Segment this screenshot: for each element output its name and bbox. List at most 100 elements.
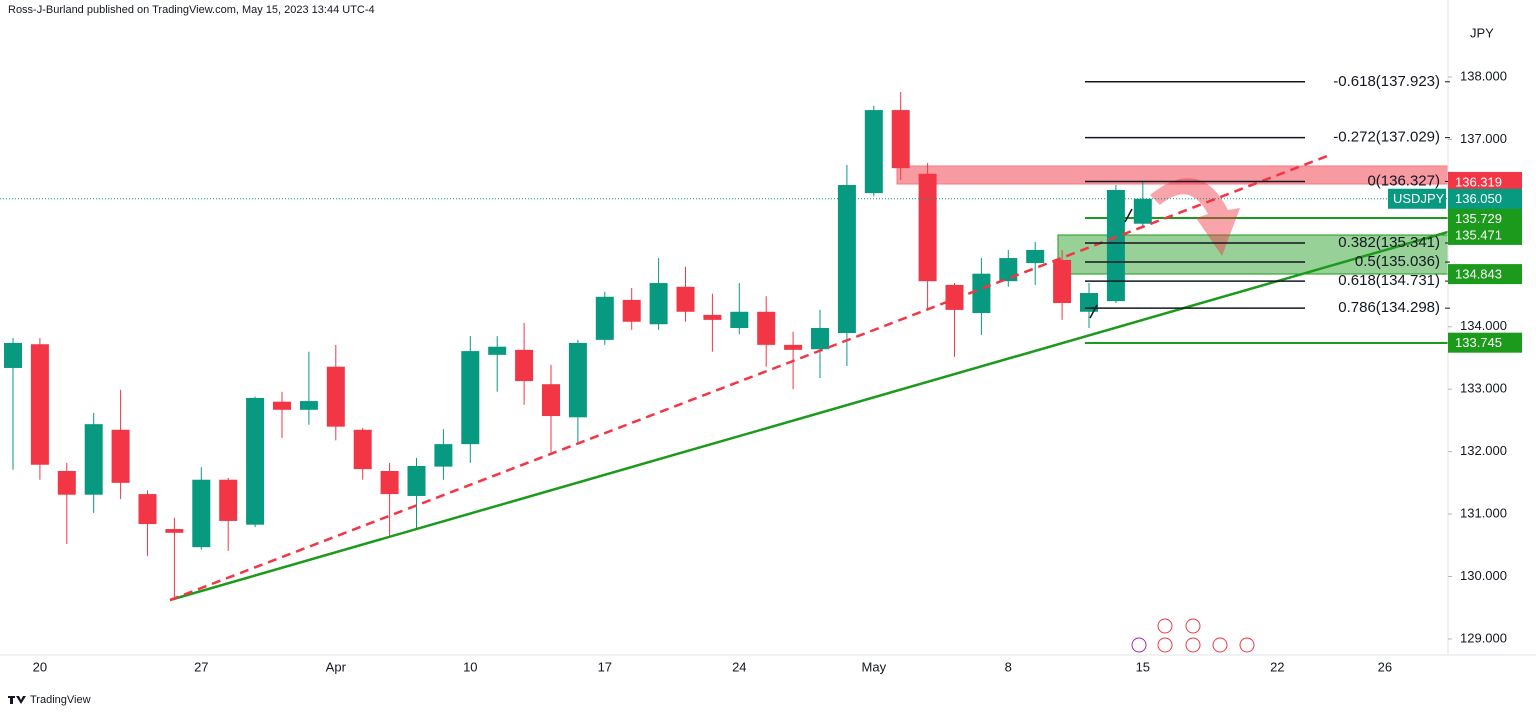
y-tick-label: 130.000 xyxy=(1460,568,1507,583)
y-tick-label: 131.000 xyxy=(1460,506,1507,521)
candle-body xyxy=(811,327,829,350)
candle-body xyxy=(703,314,722,320)
candle-body xyxy=(57,470,76,495)
candle-body xyxy=(353,429,372,470)
price-tag-label: 133.745 xyxy=(1455,335,1502,350)
candle-body xyxy=(1080,293,1098,312)
drawings xyxy=(169,153,1449,602)
price-tag xyxy=(1448,332,1522,353)
candle-body xyxy=(488,346,507,355)
candle-body xyxy=(138,494,157,525)
price-tag-label: 134.843 xyxy=(1455,267,1502,282)
fib-anchor xyxy=(1124,208,1133,223)
candle-body xyxy=(918,173,937,282)
price-tag xyxy=(1448,171,1522,192)
candle-body xyxy=(945,284,964,310)
event-icon xyxy=(1239,637,1255,653)
candle-body xyxy=(542,384,560,417)
price-tag xyxy=(1448,224,1522,245)
event-icon xyxy=(1157,637,1173,653)
candle-body xyxy=(568,342,587,418)
fib-label: 0(136.327) xyxy=(1367,172,1440,189)
event-icon xyxy=(1157,618,1173,634)
price-tag-label: 136.050 xyxy=(1455,191,1502,206)
currency: JPY xyxy=(1470,25,1494,40)
x-tick-label: 22 xyxy=(1270,659,1284,674)
fib-anchor xyxy=(1089,304,1098,319)
candle-body xyxy=(299,401,318,410)
x-tick-label: Apr xyxy=(326,659,347,674)
x-tick-label: 26 xyxy=(1378,659,1392,674)
candle-body xyxy=(192,479,211,548)
candle-body xyxy=(165,529,184,533)
candle-body xyxy=(246,397,265,525)
y-tick-label: 133.000 xyxy=(1460,381,1507,396)
candle-body xyxy=(30,344,49,465)
fib-label: 0.618(134.731) xyxy=(1338,272,1440,289)
price-tag xyxy=(1448,264,1522,285)
x-tick-label: 10 xyxy=(463,659,477,674)
candle-body xyxy=(326,366,345,427)
candle-body xyxy=(784,344,803,350)
y-tick-label: 129.000 xyxy=(1460,630,1507,645)
candle-body xyxy=(407,465,426,496)
candle-body xyxy=(1106,190,1125,302)
candle-body xyxy=(1026,249,1045,264)
fib-label: 0.786(134.298) xyxy=(1338,299,1440,316)
x-tick-label: May xyxy=(862,659,887,674)
x-tick-label: 8 xyxy=(1005,659,1012,674)
candle-body xyxy=(891,110,910,169)
fib-label: -0.272(137.029) xyxy=(1333,129,1440,146)
y-tick-label: 132.000 xyxy=(1460,443,1507,458)
candle-body xyxy=(273,401,291,410)
event-icon xyxy=(1185,618,1201,634)
trendline-dashed xyxy=(169,153,1331,602)
candle-body xyxy=(999,258,1018,282)
candle-body xyxy=(864,110,883,194)
logo xyxy=(8,696,26,704)
candles xyxy=(4,91,1152,601)
fib-label: 0.5(135.036) xyxy=(1355,253,1440,270)
x-tick-label: 15 xyxy=(1136,659,1150,674)
candle-body xyxy=(972,273,991,314)
candle-body xyxy=(219,479,238,521)
events xyxy=(1131,618,1255,653)
price-tag xyxy=(1448,208,1522,229)
candle-body xyxy=(515,349,534,382)
x-tick-label: 24 xyxy=(732,659,746,674)
price-tag-label: 136.319 xyxy=(1455,174,1502,189)
candle-body xyxy=(1053,259,1072,304)
event-icon xyxy=(1212,637,1228,653)
fib-label: 0.382(135.341) xyxy=(1338,234,1440,251)
candle-body xyxy=(676,286,695,312)
candle-body xyxy=(622,299,641,322)
candle-body xyxy=(649,283,668,325)
candle-body xyxy=(837,185,856,333)
candle-body xyxy=(4,342,22,368)
y-tick-label: 137.000 xyxy=(1460,131,1507,146)
x-tick-label: 20 xyxy=(33,659,47,674)
candle-body xyxy=(461,351,480,445)
y-tick-label: 138.000 xyxy=(1460,68,1507,83)
event-icon xyxy=(1131,637,1147,653)
candle-body xyxy=(380,470,399,495)
candle-body xyxy=(757,311,776,345)
candle-body xyxy=(434,444,453,467)
candle-body xyxy=(1133,198,1152,224)
trendline xyxy=(169,230,1449,602)
candle-body xyxy=(84,424,103,495)
brand: TradingView xyxy=(30,694,91,706)
x-tick-label: 27 xyxy=(194,659,208,674)
candle-body xyxy=(595,296,614,340)
event-icon xyxy=(1185,637,1201,653)
price-tag-label: 135.471 xyxy=(1455,227,1502,242)
candle-body xyxy=(111,429,130,483)
fib-label: -0.618(137.923) xyxy=(1333,73,1440,90)
header: Ross-J-Burland published on TradingView.… xyxy=(8,4,375,16)
arrow xyxy=(1150,178,1240,256)
symbol-label: USDJPY xyxy=(1393,191,1445,206)
candle-body xyxy=(730,311,749,328)
